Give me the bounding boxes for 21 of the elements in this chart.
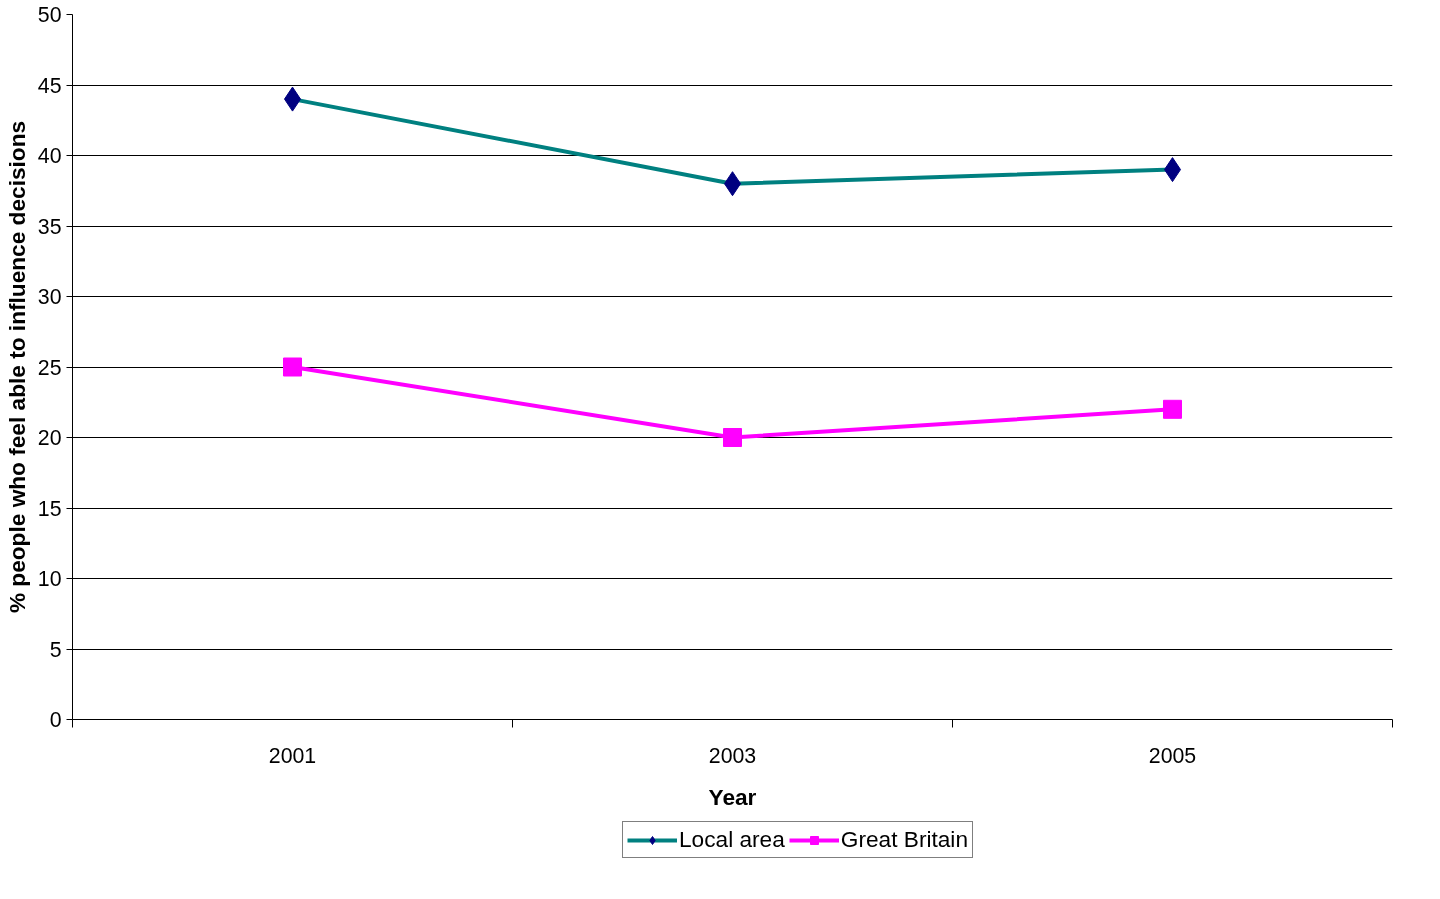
y-tick-label: 50 <box>37 3 62 27</box>
x-tick-label: 2003 <box>708 743 757 768</box>
x-tick-label: 2005 <box>1148 743 1197 768</box>
x-tick-label: 2001 <box>268 743 317 768</box>
y-tick-label: 0 <box>49 708 62 732</box>
legend-label: Local area <box>679 826 785 853</box>
y-tick-label: 20 <box>37 426 62 450</box>
y-tick-label: 10 <box>37 567 62 591</box>
y-tick-label: 45 <box>37 73 62 98</box>
y-tick-label: 15 <box>37 496 62 521</box>
x-axis-title: Year <box>708 783 757 810</box>
y-tick-label: 25 <box>37 355 62 380</box>
point <box>723 428 742 447</box>
y-axis-title: % people who feel able to influence decisions <box>3 120 30 614</box>
y-tick-label: 5 <box>49 637 62 662</box>
y-tick-label: 35 <box>37 214 62 239</box>
y-tick-label: 30 <box>37 285 62 309</box>
legend-label: Great Britain <box>840 826 968 853</box>
point <box>283 357 302 377</box>
y-tick-label: 40 <box>37 144 62 168</box>
point <box>1163 399 1182 419</box>
